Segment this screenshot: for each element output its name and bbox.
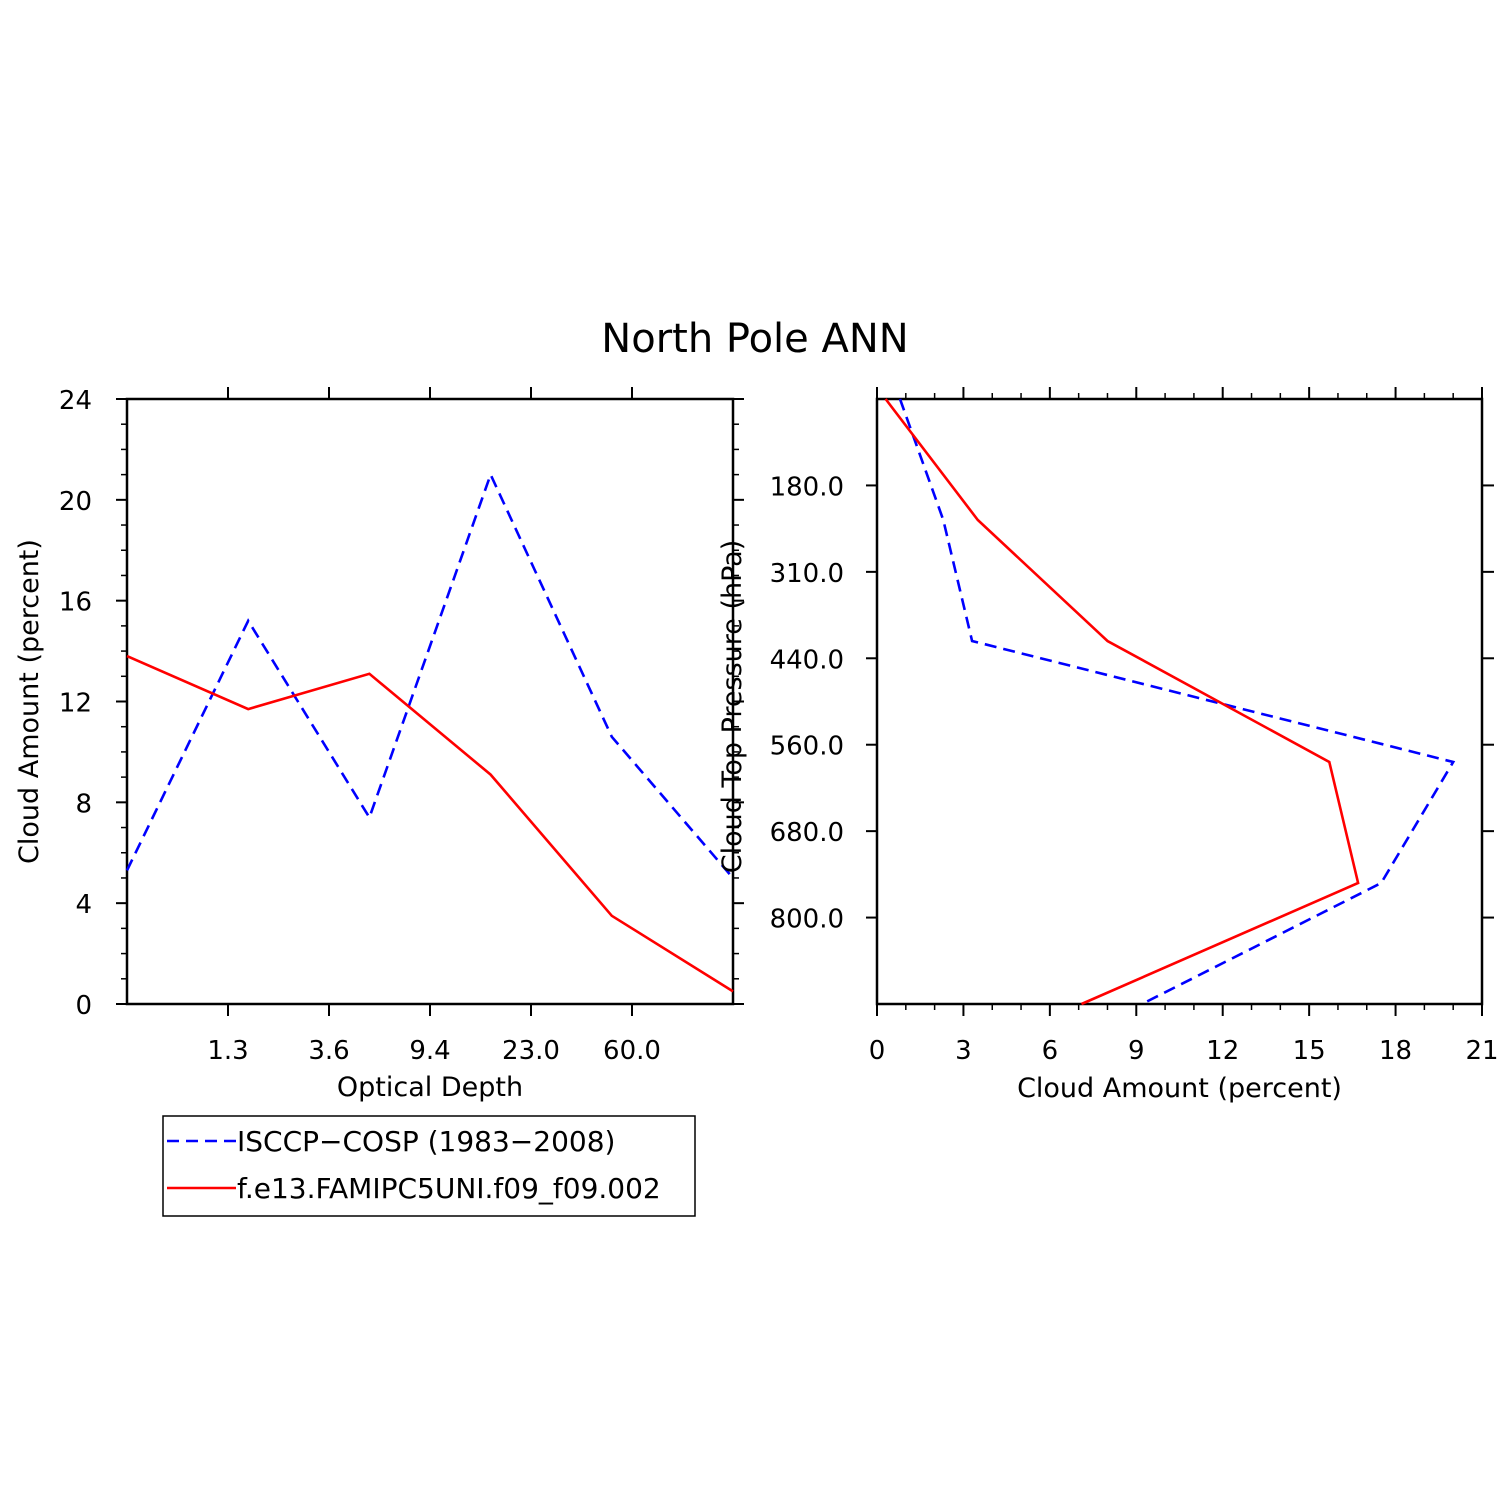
- figure-title: North Pole ANN: [601, 316, 908, 362]
- x-tick-label: 15: [1293, 1036, 1326, 1066]
- y-tick-label: 440.0: [770, 645, 844, 675]
- x-axis-label: Optical Depth: [337, 1072, 523, 1103]
- y-tick-label: 16: [59, 588, 92, 618]
- y-tick-label: 20: [59, 487, 92, 517]
- legend-label-isccp: ISCCP−COSP (1983−2008): [237, 1125, 615, 1158]
- legend-box: [162, 1115, 696, 1217]
- y-tick-label: 8: [75, 789, 92, 819]
- y-tick-label: 310.0: [770, 559, 844, 589]
- x-tick-label: 23.0: [502, 1036, 560, 1066]
- x-axis-label: Cloud Amount (percent): [1017, 1073, 1342, 1104]
- y-tick-label: 0: [75, 991, 92, 1021]
- y-tick-label: 680.0: [770, 818, 844, 848]
- y-tick-label: 12: [59, 689, 92, 719]
- legend-label-model: f.e13.FAMIPC5UNI.f09_f09.002: [237, 1172, 661, 1205]
- x-tick-label: 1.3: [207, 1036, 248, 1066]
- series-line-isccp: [898, 398, 1456, 1006]
- optical-depth-panel: 0 4 8 12 16 20 24 1.3 3.6 9.4 23.0 60.0 Optical Dept…: [14, 386, 744, 1103]
- y-axis-label: Cloud Top Pressure (hPa): [717, 540, 748, 874]
- plot-frame: [125, 397, 735, 1006]
- y-tick-label: 560.0: [770, 732, 844, 762]
- series-line-model: [884, 398, 1360, 1006]
- x-tick-label: 9.4: [409, 1036, 450, 1066]
- x-tick-label: 18: [1379, 1036, 1412, 1066]
- x-tick-label: 12: [1206, 1036, 1239, 1066]
- legend: ISCCP−COSP (1983−2008) f.e13.FAMIPC5UNI.…: [162, 1115, 696, 1217]
- x-tick-label: 0: [869, 1036, 886, 1066]
- y-tick-label: 800.0: [770, 905, 844, 935]
- x-tick-label: 6: [1042, 1036, 1059, 1066]
- cloud-top-pressure-panel: 0 3 6 9 12 15 18 21 180.0 310.0 440.0 560.0 680.0 800…: [717, 387, 1499, 1104]
- x-tick-label: 3.6: [308, 1036, 349, 1066]
- y-tick-label: 24: [59, 386, 92, 416]
- series-line-isccp: [125, 471, 734, 879]
- x-tick-label: 21: [1465, 1036, 1498, 1066]
- series-line-model: [126, 654, 734, 993]
- y-axis-label: Cloud Amount (percent): [14, 539, 45, 864]
- plot-frame: [875, 397, 1484, 1006]
- y-tick-label: 4: [75, 890, 92, 920]
- y-tick-label: 180.0: [770, 472, 844, 502]
- x-tick-label: 60.0: [603, 1036, 661, 1066]
- x-tick-label: 9: [1128, 1036, 1145, 1066]
- x-tick-label: 3: [955, 1036, 972, 1066]
